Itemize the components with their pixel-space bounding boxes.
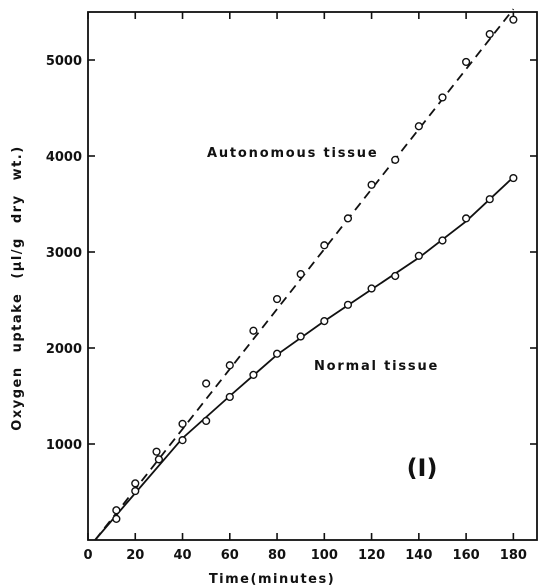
normal-tissue-point: [485, 195, 494, 204]
autonomous-tissue-point: [509, 15, 518, 24]
normal-tissue-point: [112, 514, 121, 523]
normal-tissue-point: [296, 332, 305, 341]
autonomous-tissue-point: [343, 214, 353, 223]
normal-tissue-point: [320, 317, 329, 326]
x-axis-title: Time(minutes): [209, 572, 335, 587]
axis-ticks: 0 20 40 60 80 100 120 140 160 180 1000 2000 3000 4000…: [46, 12, 537, 563]
x-tick-label: 140: [405, 548, 432, 563]
x-tick-label: 120: [358, 548, 385, 563]
x-tick-label: 60: [221, 548, 239, 563]
normal-tissue-point: [131, 486, 140, 496]
normal-tissue-point: [249, 370, 258, 379]
y-tick-label: 3000: [46, 246, 82, 261]
x-tick-label: 80: [268, 548, 286, 563]
autonomous-tissue-point: [131, 479, 140, 488]
data-points: [112, 15, 518, 523]
autonomous-tissue-point: [320, 241, 329, 250]
normal-tissue-label: Normal tissue: [314, 359, 439, 374]
x-tick-label: 100: [311, 548, 338, 563]
normal-tissue-point: [178, 436, 187, 445]
autonomous-tissue-point: [485, 29, 494, 39]
autonomous-tissue-point: [272, 294, 282, 304]
panel-label: (I): [407, 454, 438, 482]
normal-tissue-point: [225, 392, 234, 402]
normal-tissue-point: [509, 173, 518, 183]
autonomous-tissue-label: Autonomous tissue: [207, 146, 378, 161]
autonomous-tissue-point: [367, 180, 376, 189]
x-tick-label: 20: [126, 548, 144, 563]
x-tick-label: 180: [500, 548, 527, 563]
normal-tissue-line: [94, 176, 515, 541]
normal-tissue-point: [462, 214, 471, 223]
y-tick-label: 1000: [46, 438, 82, 453]
normal-tissue-point: [367, 284, 376, 293]
plot-border: [87, 11, 538, 541]
normal-tissue-point: [343, 300, 353, 309]
y-tick-label: 5000: [46, 54, 82, 69]
normal-tissue-point: [414, 251, 423, 260]
autonomous-tissue-point: [462, 57, 471, 67]
y-tick-label: 4000: [46, 150, 82, 165]
autonomous-tissue-point: [178, 419, 187, 428]
autonomous-tissue-point: [391, 155, 400, 164]
autonomous-tissue-point: [202, 379, 211, 388]
normal-tissue-point: [202, 416, 211, 426]
normal-tissue-point: [154, 455, 163, 464]
y-tick-label: 2000: [46, 342, 82, 357]
normal-tissue-point: [391, 271, 400, 281]
y-axis-title: Oxygen uptake (µl/g dry wt.): [10, 145, 25, 430]
x-tick-label: 0: [83, 548, 92, 563]
plot-frame: [87, 11, 538, 541]
autonomous-tissue-point: [152, 447, 161, 456]
autonomous-tissue-point: [225, 361, 234, 370]
autonomous-tissue-point: [112, 506, 121, 515]
x-tick-label: 160: [453, 548, 480, 563]
autonomous-tissue-point: [438, 93, 447, 102]
normal-tissue-point: [272, 349, 282, 358]
normal-tissue-point: [438, 236, 447, 245]
x-tick-label: 40: [173, 548, 191, 563]
autonomous-tissue-point: [249, 326, 258, 335]
autonomous-tissue-point: [296, 269, 305, 279]
autonomous-tissue-point: [414, 122, 423, 131]
